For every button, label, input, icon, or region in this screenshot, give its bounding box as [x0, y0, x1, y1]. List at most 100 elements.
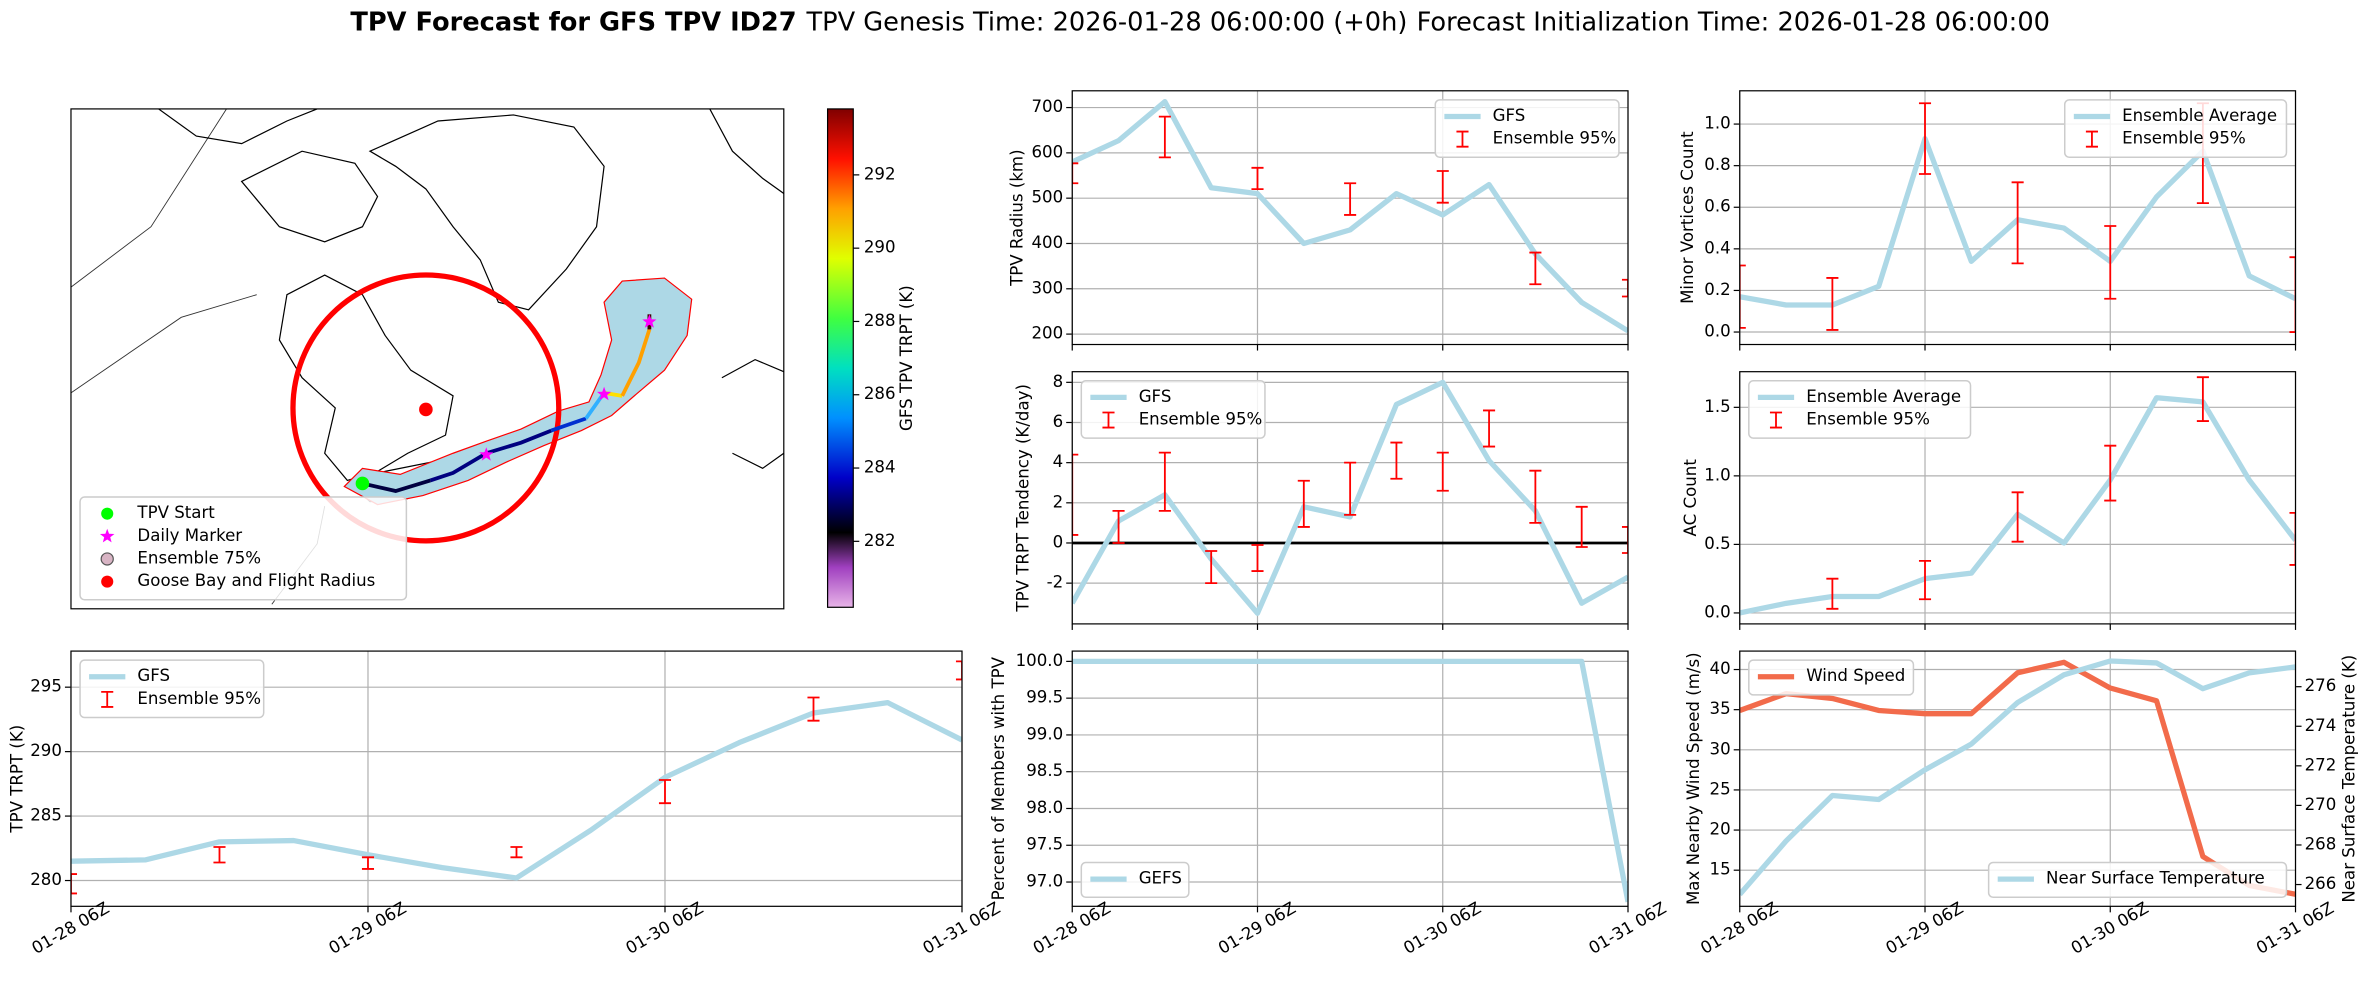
- legend-box: [1080, 380, 1266, 439]
- colorbar-tick-label: 284: [864, 458, 896, 477]
- legend-box: [1987, 861, 2288, 898]
- y-tick-label: 280: [30, 870, 62, 889]
- error-bar: [1205, 550, 1218, 585]
- error-bar: [1826, 277, 1839, 331]
- y-tick-label: 8: [1053, 372, 1064, 391]
- error-bar: [1529, 469, 1542, 524]
- panel: 200 300 400 500 600 700 TPV Radius (km) GFS Ense…: [1007, 90, 1629, 351]
- y-tick-label: 0.4: [1704, 238, 1730, 257]
- y2-tick-label: 266: [2305, 874, 2337, 893]
- y-tick-label: 1.0: [1704, 114, 1730, 133]
- error-bar: [1297, 479, 1310, 528]
- error-bar: [361, 856, 375, 870]
- axes-frame: [1071, 650, 1629, 907]
- legend-label: GFS: [137, 666, 170, 685]
- error-bar: [955, 660, 962, 681]
- error-bar: [2196, 376, 2209, 422]
- legend-label: Ensemble 95%: [137, 689, 261, 708]
- plot-area: [1072, 658, 1628, 903]
- legend-marker: [99, 528, 115, 543]
- y-tick-label: 2: [1053, 492, 1064, 511]
- legend-label: Ensemble 95%: [2122, 129, 2246, 148]
- line: [1739, 659, 2296, 897]
- panel: 0.0 0.5 1.0 1.5 AC Count Ensemble Average Ense…: [1681, 371, 2297, 630]
- legend-box: [1080, 861, 1190, 898]
- y-axis-label: TPV TRPT Tendency (K/day): [1013, 384, 1032, 613]
- y-tick-label: 99.0: [1026, 724, 1063, 743]
- y-tick-label: 700: [1031, 97, 1063, 116]
- error-bar: [1739, 264, 1746, 329]
- coastline: [158, 108, 318, 145]
- legend-label: Ensemble 75%: [137, 548, 261, 567]
- colorbar-tick-label: 288: [864, 311, 896, 330]
- y-tick-label: 285: [30, 806, 62, 825]
- error-bar: [1621, 278, 1628, 298]
- y-axis-label: TPV Radius (km): [1007, 149, 1026, 287]
- colorbar-tick-label: 292: [864, 164, 896, 183]
- y-tick-label: 200: [1031, 324, 1063, 343]
- error-bar: [1251, 166, 1264, 191]
- track-segment: [620, 328, 652, 397]
- y-tick-label: -2: [1047, 573, 1064, 592]
- init-time: Forecast Initialization Time: 2026-01-28…: [1417, 7, 2050, 37]
- error-bar: [510, 846, 523, 859]
- y-tick-label: 0.0: [1704, 322, 1730, 341]
- legend-marker: [101, 575, 114, 588]
- legend-label: Ensemble 95%: [1493, 129, 1617, 148]
- axes-frame: [1739, 371, 2297, 625]
- y-tick-label: 100.0: [1016, 651, 1064, 670]
- colorbar: [826, 108, 854, 608]
- error-bar: [1621, 526, 1628, 554]
- legend-label: Near Surface Temperature: [2046, 869, 2265, 888]
- y-tick-label: 0.5: [1704, 534, 1730, 553]
- y-tick-label: 0.0: [1704, 602, 1730, 621]
- error-bar: [1344, 461, 1357, 516]
- error-bar: [1436, 451, 1449, 492]
- y-tick-label: 20: [1710, 820, 1731, 839]
- y-tick-label: 0.6: [1704, 197, 1730, 216]
- y-tick-label: 1.0: [1704, 465, 1730, 484]
- legend-errorbar: [1456, 130, 1469, 148]
- goose-bay-marker: [419, 402, 433, 417]
- title: TPV Forecast for GFS TPV ID27: [350, 7, 796, 37]
- axes-frame: [1739, 650, 2297, 907]
- y2-tick-label: 274: [2305, 716, 2337, 735]
- error-bar: [1529, 251, 1542, 286]
- error-bar: [2104, 225, 2117, 300]
- y-tick-label: 15: [1710, 860, 1731, 879]
- axes-frame: [1739, 90, 2297, 346]
- legend-box: [1434, 99, 1620, 158]
- y-tick-label: 0.8: [1704, 155, 1730, 174]
- plot-area: [70, 660, 962, 895]
- legend-label: Wind Speed: [1806, 666, 1905, 685]
- plot-area: [1739, 658, 2296, 897]
- map-annotations: 282 284 286 288 290 292 GFS TPV TRPT (K) TPV St…: [79, 164, 916, 601]
- error-bar: [1251, 544, 1264, 572]
- legend-label: TPV Start: [136, 503, 215, 522]
- error-bar: [2104, 444, 2117, 502]
- y-tick-label: 98.5: [1026, 761, 1063, 780]
- legend-marker: [101, 507, 114, 520]
- legend-box: [1748, 380, 1972, 439]
- y-axis-label: Max Nearby Wind Speed (m/s): [1684, 652, 1703, 905]
- plot-area: [1739, 376, 2296, 616]
- y-axis-label: Minor Vortices Count: [1678, 131, 1697, 304]
- y-tick-label: 295: [30, 677, 62, 696]
- y-tick-label: 97.0: [1026, 872, 1063, 891]
- coastline: [368, 114, 605, 311]
- error-bar: [1918, 102, 1932, 175]
- daily-marker: [596, 386, 612, 401]
- error-bar: [2011, 491, 2024, 543]
- map-frame: [70, 108, 785, 610]
- error-bar: [1112, 509, 1125, 544]
- legend-label: Daily Marker: [137, 526, 242, 545]
- panel: 0.0 0.2 0.4 0.6 0.8 1.0 Minor Vortices Count En…: [1678, 90, 2297, 351]
- y-tick-label: 500: [1031, 188, 1063, 207]
- track-segment: [362, 478, 431, 493]
- y2-tick-label: 270: [2305, 795, 2337, 814]
- line: [1739, 658, 2296, 897]
- error-bar: [1575, 505, 1588, 548]
